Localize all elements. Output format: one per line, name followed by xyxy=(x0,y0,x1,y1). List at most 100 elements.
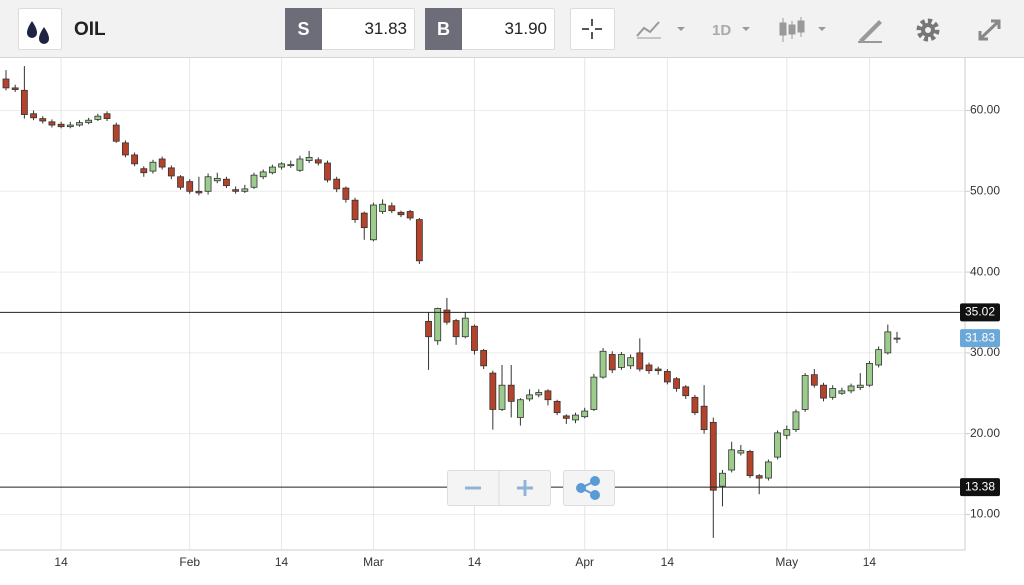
share-icon xyxy=(576,476,600,500)
x-tick-label: 14 xyxy=(54,555,68,569)
candle-body xyxy=(682,386,690,397)
candle-body xyxy=(85,119,93,124)
timeframe[interactable]: 1D xyxy=(712,22,732,39)
candle-body xyxy=(241,188,249,192)
symbol-logo[interactable] xyxy=(18,8,62,50)
candle-body xyxy=(305,156,313,162)
y-tick-label: 10.00 xyxy=(970,507,1000,521)
y-tick-label: 20.00 xyxy=(970,426,1000,440)
candle-body xyxy=(452,320,460,338)
crosshair-button[interactable] xyxy=(570,8,615,50)
candle-body xyxy=(443,309,451,323)
candle-body xyxy=(507,384,515,402)
candle-body xyxy=(186,181,194,192)
price-label-box xyxy=(960,478,1000,497)
symbol: OIL xyxy=(74,19,106,40)
candle-body xyxy=(654,368,662,372)
y-tick-label: 60.00 xyxy=(970,103,1000,117)
candle-body xyxy=(691,396,699,414)
candle-body xyxy=(2,78,10,89)
candle-body xyxy=(636,352,644,370)
last-price-box xyxy=(960,329,1000,348)
candle-body xyxy=(765,461,772,479)
candle-body xyxy=(856,384,864,389)
candle-body xyxy=(425,320,432,338)
y-tick-label: 30.00 xyxy=(970,345,1000,359)
candle-body xyxy=(370,204,377,241)
candle-body xyxy=(177,176,184,188)
x-tick-label: 14 xyxy=(661,555,675,569)
candle-body xyxy=(700,405,708,431)
candle-body xyxy=(131,154,138,165)
y-tick-label: 40.00 xyxy=(970,264,1000,278)
candle-body xyxy=(195,190,203,194)
candle-type-button[interactable] xyxy=(778,15,833,45)
candle-body xyxy=(379,203,387,212)
candle-body xyxy=(57,123,65,128)
candle-body xyxy=(562,415,570,419)
candle-body xyxy=(627,357,635,367)
candle-body xyxy=(461,317,469,338)
candle-body xyxy=(526,394,533,400)
candle-body xyxy=(590,376,598,410)
candle-body xyxy=(30,113,37,119)
x-tick-label: Mar xyxy=(363,555,384,569)
candle-body xyxy=(535,392,543,396)
x-tick-label: 14 xyxy=(468,555,482,569)
share-button[interactable] xyxy=(563,470,615,506)
candle-body xyxy=(140,168,148,174)
candle-body xyxy=(737,450,745,454)
candle-body xyxy=(820,384,827,399)
x-tick-label: 14 xyxy=(863,555,877,569)
candle-body xyxy=(66,124,74,128)
candle-body xyxy=(829,388,837,398)
chart: 10.00 20.00 30.00 40.00 50.00 60.00 14 Feb 14 Mar… xyxy=(0,58,1000,569)
zoom-controls xyxy=(447,470,615,506)
candle-body xyxy=(342,187,350,200)
candle-body xyxy=(709,421,717,491)
candle-body xyxy=(746,451,754,477)
zoom-icons xyxy=(447,470,615,506)
candle-body xyxy=(884,331,892,354)
candle-body xyxy=(351,199,359,220)
x-tick-label: 14 xyxy=(275,555,289,569)
candle-body xyxy=(480,350,488,367)
chart-type-button[interactable] xyxy=(635,18,690,42)
candle-body xyxy=(250,174,258,188)
timeframe-caret xyxy=(742,27,750,31)
price-label: 35.02 xyxy=(965,304,995,318)
candle-body xyxy=(810,374,818,386)
candle-body xyxy=(259,171,267,178)
candle-body xyxy=(618,354,625,368)
candle-body xyxy=(103,113,111,119)
candle-body xyxy=(673,378,680,389)
candle-body xyxy=(314,159,322,164)
candle-body xyxy=(333,178,341,190)
candle-body xyxy=(553,400,561,414)
candle-body xyxy=(39,118,47,122)
candle-body xyxy=(719,472,726,487)
candle-body xyxy=(20,89,28,115)
candle-body xyxy=(232,189,240,192)
candle-body xyxy=(388,205,396,212)
fullscreen-button[interactable] xyxy=(975,16,1005,44)
candle-body xyxy=(397,211,405,216)
x-tick-label: May xyxy=(775,555,798,569)
candle-body xyxy=(149,161,157,172)
candle-body xyxy=(498,384,506,410)
zoom-in[interactable] xyxy=(517,480,533,496)
candle-body xyxy=(324,162,331,181)
candle-body xyxy=(278,163,285,168)
candle-body xyxy=(360,212,368,229)
sell-label: S xyxy=(285,8,322,50)
candle-body xyxy=(434,308,442,342)
candle-body xyxy=(122,142,129,156)
last-price-label: 31.83 xyxy=(965,330,995,344)
candle-body xyxy=(406,211,414,219)
candle-body xyxy=(516,399,524,418)
settings-button[interactable] xyxy=(913,16,943,44)
candle-body xyxy=(645,364,653,372)
draw-button[interactable] xyxy=(855,16,885,44)
candle-body xyxy=(608,354,616,371)
